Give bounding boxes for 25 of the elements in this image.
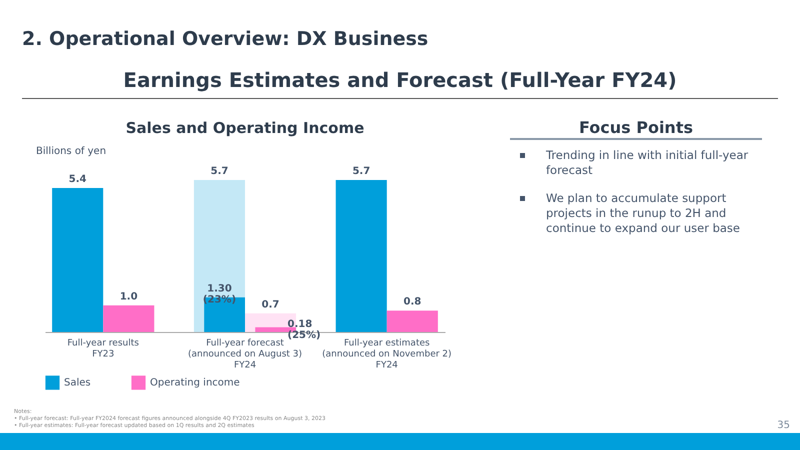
x-tick-label: Full-year results FY23 xyxy=(67,338,140,360)
x-tick-label: Full-year estimates (announced on November 2) FY24 xyxy=(322,338,452,370)
y-axis-title: Billions of yen xyxy=(36,146,106,157)
text: 35 xyxy=(777,420,790,431)
text: Trending in line with initial full-year forecast xyxy=(546,148,748,177)
text: 2. Operational Overview: DX Business xyxy=(22,28,428,50)
data-label: 5.4 xyxy=(68,174,87,185)
bar xyxy=(386,310,438,332)
bar xyxy=(255,327,296,332)
bar xyxy=(103,305,154,332)
legend-label: Sales xyxy=(64,378,91,389)
data-label: 0.7 xyxy=(262,299,280,310)
text: We plan to accumulate support projects in the runup to 2H and continue to expand our user base xyxy=(546,191,740,235)
bar xyxy=(52,188,104,332)
data-label: 1.0 xyxy=(120,291,138,302)
data-label: 0.8 xyxy=(404,296,422,308)
data-label: 5.7 xyxy=(210,166,228,177)
data-label: 0.18 (25%) xyxy=(288,319,321,342)
x-tick-label: Full-year forecast (announced on August 3) FY24 xyxy=(188,338,302,370)
data-label: 5.7 xyxy=(352,166,370,177)
chart-title: Sales and Operating Income xyxy=(126,119,364,137)
legend-label: Operating income xyxy=(150,378,240,389)
bar xyxy=(336,180,387,332)
text: Focus Points xyxy=(510,118,762,140)
text: Earnings Estimates and Forecast (Full-Year FY24) xyxy=(122,68,678,92)
